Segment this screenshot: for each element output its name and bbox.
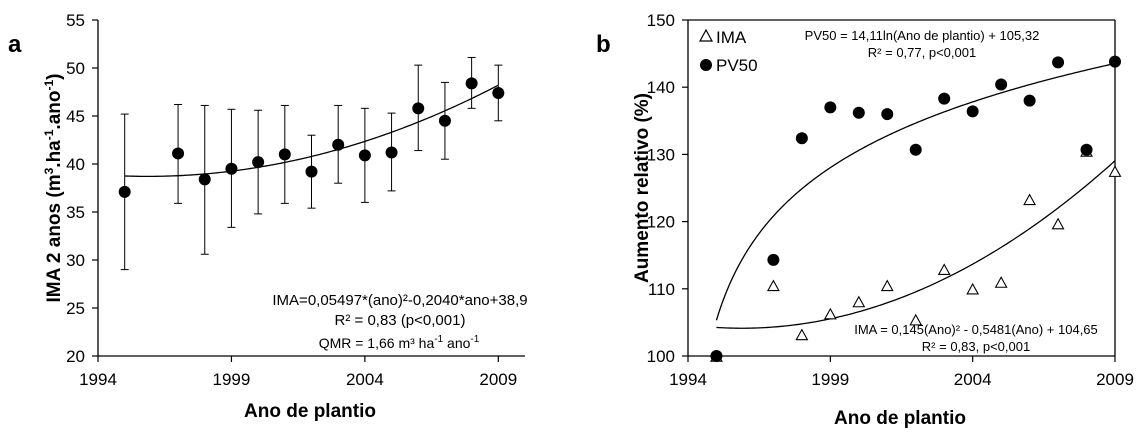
- data-point-ima: [852, 295, 866, 308]
- data-point-pv50: [795, 132, 808, 145]
- x-tick-label-a: 1999: [213, 370, 251, 389]
- legend-marker-pv50: [700, 59, 712, 71]
- data-point-pv50: [824, 101, 837, 114]
- data-point-ima: [1023, 193, 1037, 206]
- y-tick-label-b: 130: [647, 145, 675, 164]
- data-point-pv50: [1080, 143, 1093, 156]
- ima-equation: IMA = 0,145(Ano)² - 0,5481(Ano) + 104,65: [854, 322, 1098, 337]
- trend-line-ima: [716, 160, 1116, 329]
- qmr-a: QMR = 1,66 m³ ha-1 ano-1: [319, 334, 480, 351]
- data-point-pv50: [852, 106, 865, 119]
- y-tick-label-a: 40: [66, 155, 85, 174]
- data-point-a: [412, 102, 425, 115]
- y-tick-label-a: 55: [66, 11, 85, 30]
- y-tick-label-b: 120: [647, 213, 675, 232]
- data-point-a: [172, 147, 185, 160]
- y-tick-label-a: 45: [66, 107, 85, 126]
- data-point-pv50: [938, 92, 951, 105]
- data-point-ima: [795, 328, 809, 341]
- data-point-a: [118, 185, 131, 198]
- data-point-pv50: [909, 143, 922, 156]
- chart-b: b 100 110 120 130 140 150 1994 1999 2004 2009 IM…: [596, 11, 1134, 429]
- legend-label-ima: IMA: [716, 28, 747, 47]
- x-tick-label-a: 1994: [79, 370, 117, 389]
- data-point-pv50: [767, 253, 780, 266]
- data-point-pv50: [1109, 55, 1121, 68]
- y-tick-label-a: 20: [66, 347, 85, 366]
- data-point-pv50: [881, 108, 894, 121]
- x-tick-label-b: 2004: [954, 370, 992, 389]
- pv50-equation: PV50 = 14,11ln(Ano de plantio) + 105,32: [805, 28, 1040, 43]
- data-point-a: [278, 148, 291, 161]
- y-tick-label-a: 30: [66, 251, 85, 270]
- ima-r2: R² = 0,83, p<0,001: [922, 339, 1030, 354]
- y-axis-title-b: Aumento relativo (%): [632, 93, 653, 283]
- x-axis-title-a: Ano de plantio: [244, 401, 376, 422]
- chart-a: a 20 25 30 35 40 45 50 55 1994 1999 2004 2009 IMA …: [8, 11, 528, 422]
- points-a: [118, 77, 505, 198]
- data-point-ima: [937, 263, 951, 276]
- error-bars-a: [120, 56, 503, 271]
- data-point-pv50: [995, 78, 1008, 91]
- data-point-pv50: [1052, 56, 1065, 69]
- r2-a: R² = 0,83 (p<0,001): [335, 312, 466, 329]
- y-ticks-a: 20 25 30 35 40 45 50 55: [66, 11, 98, 366]
- data-point-a: [492, 86, 505, 99]
- data-point-a: [225, 162, 238, 175]
- data-point-a: [305, 165, 318, 178]
- x-ticks-a: 1994 1999 2004 2009: [79, 356, 517, 389]
- data-point-a: [358, 149, 371, 162]
- legend-label-pv50: PV50: [716, 56, 758, 75]
- data-point-a: [252, 156, 265, 169]
- data-point-a: [438, 114, 451, 127]
- trend-line-pv50: [715, 62, 1116, 321]
- data-point-ima: [966, 282, 980, 295]
- data-point-pv50: [966, 105, 979, 118]
- y-tick-label-a: 35: [66, 203, 85, 222]
- data-point-a: [385, 146, 398, 159]
- y-tick-label-b: 110: [648, 280, 675, 299]
- x-tick-label-a: 2009: [479, 370, 517, 389]
- y-tick-label-b: 100: [647, 347, 675, 366]
- x-tick-label-b: 2009: [1096, 370, 1134, 389]
- x-tick-label-a: 2004: [346, 370, 384, 389]
- x-tick-label-b: 1994: [669, 370, 707, 389]
- y-tick-label-a: 50: [66, 59, 85, 78]
- equation-a: IMA=0,05497*(ano)²-0,2040*ano+38,9: [272, 292, 527, 309]
- data-point-pv50: [1023, 94, 1036, 107]
- data-point-a: [198, 173, 211, 186]
- x-axis-title-b: Ano de plantio: [834, 408, 966, 429]
- data-point-a: [332, 138, 345, 151]
- data-point-ima: [766, 279, 780, 292]
- panel-label-a: a: [8, 31, 22, 58]
- panel-label-b: b: [596, 31, 611, 58]
- pv50-r2: R² = 0,77, p<0,001: [868, 45, 976, 60]
- y-tick-label-b: 140: [647, 78, 675, 97]
- data-point-ima: [1051, 217, 1065, 230]
- legend-b: IMA PV50: [698, 28, 758, 75]
- data-point-ima: [1108, 165, 1122, 177]
- legend-marker-ima: [698, 28, 714, 42]
- x-ticks-b: 1994 1999 2004 2009: [669, 356, 1134, 389]
- y-tick-label-b: 150: [647, 11, 675, 30]
- data-point-ima: [823, 307, 837, 320]
- data-point-ima: [994, 276, 1008, 288]
- data-point-a: [465, 77, 478, 90]
- y-tick-label-a: 25: [66, 299, 85, 318]
- y-axis-title-a: IMA 2 anos (m3.ha-1.ano-1): [42, 74, 65, 303]
- data-point-pv50: [710, 350, 723, 362]
- data-point-ima: [880, 279, 894, 292]
- y-ticks-b: 100 110 120 130 140 150: [647, 11, 688, 366]
- points-pv50: [710, 55, 1121, 362]
- data-point-ima: [909, 313, 923, 326]
- x-tick-label-b: 1999: [811, 370, 849, 389]
